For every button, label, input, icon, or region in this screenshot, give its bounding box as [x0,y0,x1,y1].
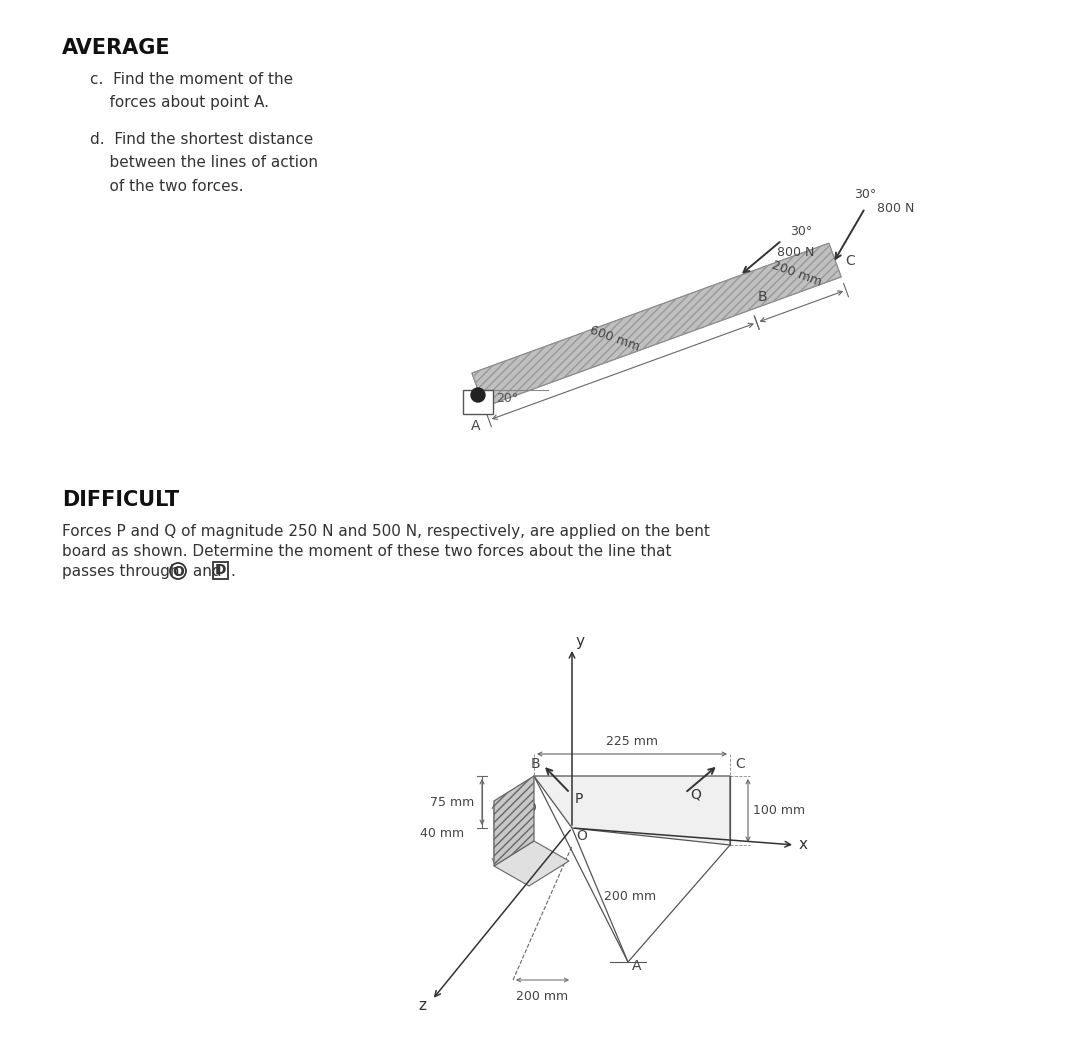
Text: 30°: 30° [854,188,876,201]
Polygon shape [494,776,534,866]
Text: 225 mm: 225 mm [606,735,658,748]
Text: B: B [531,756,541,771]
Polygon shape [472,243,841,407]
Text: DIFFICULT: DIFFICULT [62,490,179,510]
Polygon shape [534,776,730,845]
Text: x: x [799,837,808,852]
Text: board as shown. Determine the moment of these two forces about the line that: board as shown. Determine the moment of … [62,544,672,559]
Text: 200 mm: 200 mm [516,990,568,1003]
Text: B: B [758,290,768,303]
Text: A: A [471,419,481,433]
Text: and: and [188,564,227,579]
Text: 600 mm: 600 mm [589,323,642,353]
Text: 200 mm: 200 mm [770,258,823,289]
Text: O: O [172,565,184,579]
Circle shape [471,388,485,402]
Text: 30°: 30° [789,225,812,239]
Text: D: D [214,563,226,577]
Text: 200 mm: 200 mm [604,890,656,903]
Text: z: z [418,998,426,1013]
Text: Q: Q [690,787,701,801]
Text: 75 mm: 75 mm [430,795,474,809]
Polygon shape [463,390,492,414]
Text: 800 N: 800 N [877,202,915,215]
Text: O: O [576,829,586,843]
Text: y: y [576,634,585,649]
Text: c.  Find the moment of the
    forces about point A.: c. Find the moment of the forces about p… [90,72,293,110]
Text: 40 mm: 40 mm [420,827,464,840]
Text: d.  Find the shortest distance
    between the lines of action
    of the two fo: d. Find the shortest distance between th… [90,132,318,194]
Text: Forces P and Q of magnitude 250 N and 500 N, respectively, are applied on the be: Forces P and Q of magnitude 250 N and 50… [62,524,710,539]
Text: .: . [230,564,234,579]
Text: passes through: passes through [62,564,179,579]
Text: 20°: 20° [496,392,518,405]
Text: D: D [526,801,537,815]
Text: C: C [845,254,855,268]
Text: P: P [575,792,583,807]
Text: 100 mm: 100 mm [753,804,805,817]
Polygon shape [494,841,569,886]
Text: AVERAGE: AVERAGE [62,38,171,58]
Text: 800 N: 800 N [777,246,814,259]
Text: A: A [632,959,642,973]
Text: C: C [735,756,745,771]
